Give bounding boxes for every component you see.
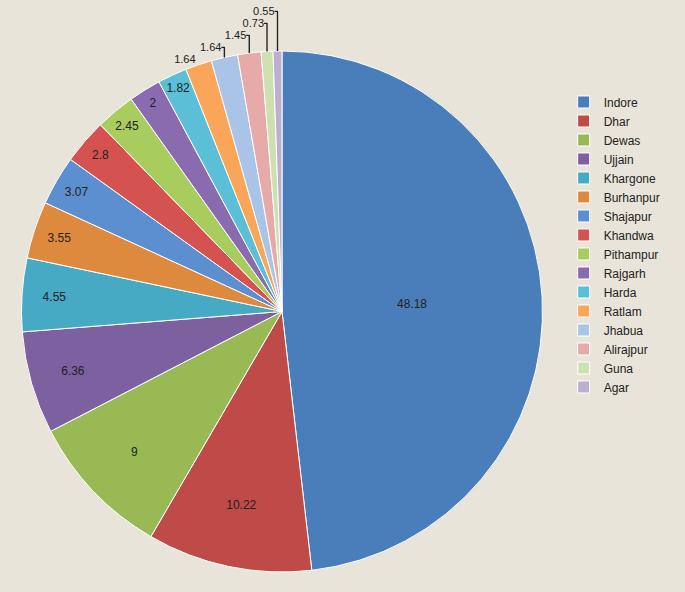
svg-text:Shajapur: Shajapur bbox=[604, 210, 652, 224]
svg-text:9: 9 bbox=[131, 445, 138, 459]
svg-text:6.36: 6.36 bbox=[61, 364, 85, 378]
svg-text:Burhanpur: Burhanpur bbox=[604, 191, 660, 205]
svg-text:Ratlam: Ratlam bbox=[604, 305, 642, 319]
svg-text:Ujjain: Ujjain bbox=[604, 153, 634, 167]
svg-text:48.18: 48.18 bbox=[397, 297, 427, 311]
svg-text:Dhar: Dhar bbox=[604, 115, 630, 129]
svg-text:3.07: 3.07 bbox=[65, 185, 89, 199]
svg-text:Jhabua: Jhabua bbox=[604, 324, 644, 338]
svg-text:4.55: 4.55 bbox=[43, 290, 67, 304]
svg-text:10.22: 10.22 bbox=[226, 498, 256, 512]
svg-text:Guna: Guna bbox=[604, 362, 634, 376]
svg-text:Alirajpur: Alirajpur bbox=[604, 343, 648, 357]
svg-text:1.64: 1.64 bbox=[200, 41, 221, 53]
svg-text:1.64: 1.64 bbox=[174, 53, 195, 65]
svg-text:1.82: 1.82 bbox=[166, 81, 190, 95]
svg-text:Rajgarh: Rajgarh bbox=[604, 267, 646, 281]
svg-text:Dewas: Dewas bbox=[604, 134, 641, 148]
svg-text:Khandwa: Khandwa bbox=[604, 229, 654, 243]
svg-text:2.45: 2.45 bbox=[115, 119, 139, 133]
svg-text:2: 2 bbox=[149, 96, 156, 110]
svg-text:3.55: 3.55 bbox=[48, 231, 72, 245]
svg-text:2.8: 2.8 bbox=[92, 148, 109, 162]
svg-text:0.55: 0.55 bbox=[253, 5, 274, 17]
svg-text:Harda: Harda bbox=[604, 286, 637, 300]
svg-text:Pithampur: Pithampur bbox=[604, 248, 659, 262]
svg-text:Khargone: Khargone bbox=[604, 172, 656, 186]
svg-text:Indore: Indore bbox=[604, 96, 638, 110]
svg-text:0.73: 0.73 bbox=[243, 17, 264, 29]
svg-text:Agar: Agar bbox=[604, 381, 629, 395]
svg-text:1.45: 1.45 bbox=[225, 29, 246, 41]
